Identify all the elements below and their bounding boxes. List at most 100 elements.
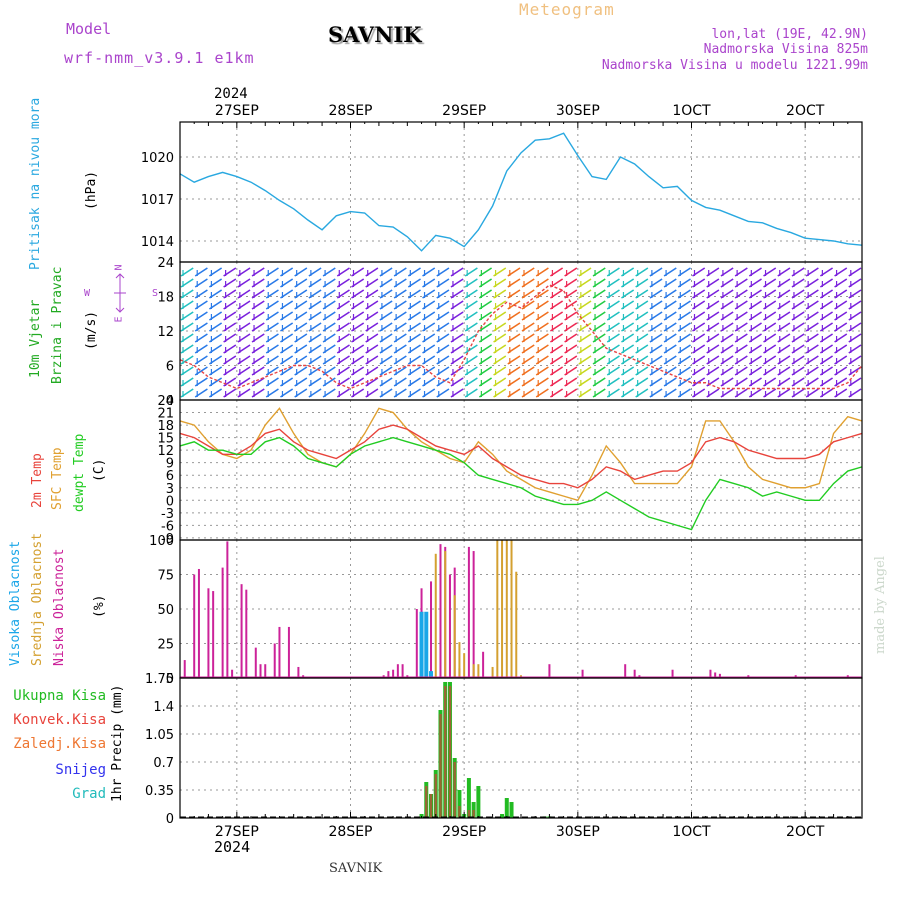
precip-bar <box>434 774 437 818</box>
wind-barb <box>819 267 834 277</box>
cloud-bar <box>221 567 224 678</box>
wind-barb <box>606 278 620 288</box>
wind-barb <box>649 377 663 387</box>
wind-barb <box>351 289 365 299</box>
precip-bar <box>452 758 457 818</box>
wind-barb <box>294 267 308 277</box>
wind-barb <box>606 333 620 343</box>
precip-bar <box>471 802 476 818</box>
y-tick-label: 18 <box>157 419 174 434</box>
wind-barb <box>464 344 478 354</box>
wind-barb-column <box>763 267 777 398</box>
wind-barb <box>280 377 294 387</box>
wind-barb-column <box>493 267 507 398</box>
wind-barb-column <box>819 267 834 398</box>
cloud-bar <box>453 567 456 678</box>
wind-barb <box>635 388 649 398</box>
wind-barb <box>606 355 620 365</box>
wind-barb <box>507 289 521 299</box>
y-tick-label: 6 <box>166 360 174 375</box>
wind-barb <box>692 355 706 365</box>
cloud-bar <box>231 669 234 678</box>
precip-ylabel: 1hr Precip (mm) <box>110 684 125 802</box>
wind-barb <box>507 311 521 321</box>
wind-barb <box>208 289 223 299</box>
wind-barb <box>450 366 464 376</box>
wind-barb <box>507 388 521 398</box>
wind-barb <box>635 311 649 321</box>
wind-barb <box>308 333 322 343</box>
wind-barb <box>834 300 848 310</box>
wind-barb <box>365 289 379 299</box>
wind-barb <box>848 377 862 387</box>
wind-barb <box>663 311 677 321</box>
x-tick-label-bottom: 29SEP <box>442 824 486 840</box>
precip-bar <box>476 786 481 818</box>
wind-barb <box>791 366 805 376</box>
wind-barb <box>549 278 564 288</box>
wind-barb <box>734 311 748 321</box>
wind-barb <box>748 344 762 354</box>
wind-barb <box>251 377 265 387</box>
wind-barb <box>251 278 265 288</box>
wind-barb <box>478 289 493 299</box>
wind-barb <box>450 388 464 398</box>
wind-barb <box>336 289 350 299</box>
wind-barb <box>621 267 635 277</box>
wind-barb <box>365 278 379 288</box>
y-tick-label: 50 <box>157 603 174 618</box>
wind-barb <box>322 300 336 310</box>
wind-barb <box>819 278 834 288</box>
wind-barb <box>521 278 535 288</box>
precip-bar <box>448 686 452 818</box>
wind-barb <box>635 300 649 310</box>
wind-barb <box>493 377 507 387</box>
wind-barb <box>436 344 450 354</box>
wind-barb <box>635 344 649 354</box>
wind-barb <box>208 322 223 332</box>
wind-barb <box>564 300 578 310</box>
wind-barb <box>180 377 194 387</box>
elevation-label: Nadmorska Visina 825m <box>703 42 868 57</box>
wind-barb <box>237 322 251 332</box>
wind-barb <box>407 278 421 288</box>
cloud-bar <box>406 675 409 678</box>
wind-barb <box>251 355 265 365</box>
wind-barb <box>592 377 606 387</box>
wind-barb <box>677 333 691 343</box>
precip-bar <box>425 786 428 818</box>
precip-bar <box>447 682 452 818</box>
wind-barb <box>677 377 691 387</box>
wind-barb <box>379 300 393 310</box>
wind-barb <box>322 267 336 277</box>
wind-barb <box>848 311 862 321</box>
wind-barb <box>677 300 691 310</box>
wind-barb <box>621 289 635 299</box>
wind-barb <box>265 388 279 398</box>
wind-barb <box>834 377 848 387</box>
wind-barb-column <box>805 267 819 398</box>
wind-barb <box>677 355 691 365</box>
wind-barb <box>322 289 336 299</box>
wind-barb <box>379 377 393 387</box>
wind-barb <box>194 278 208 288</box>
panel-frame <box>179 539 863 679</box>
wind-barb <box>180 344 194 354</box>
wind-barb <box>493 355 507 365</box>
wind-barb <box>621 300 635 310</box>
wind-barb <box>549 388 564 398</box>
wind-barb <box>635 366 649 376</box>
wind-barb <box>848 267 862 277</box>
precip-bar <box>433 770 438 818</box>
cloud-bar <box>420 588 423 678</box>
cloud-bar <box>638 675 641 678</box>
wind-barb <box>464 300 478 310</box>
wind-barb <box>194 366 208 376</box>
wind-barb <box>308 344 322 354</box>
wind-barb <box>507 344 521 354</box>
wind-barb <box>706 333 720 343</box>
wind-barb <box>805 366 819 376</box>
wind-barb <box>819 344 834 354</box>
wind-barb <box>365 355 379 365</box>
wind-barb <box>464 366 478 376</box>
